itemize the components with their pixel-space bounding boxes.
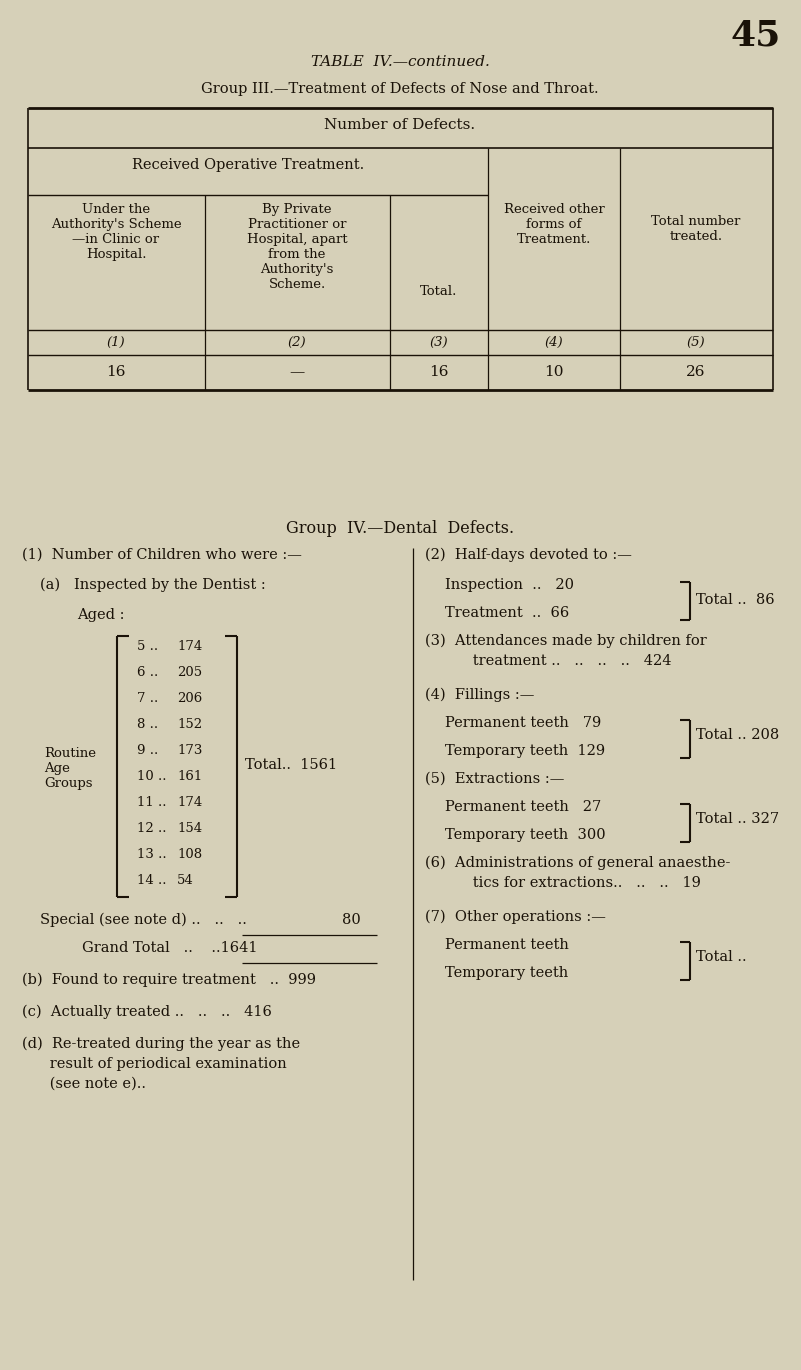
Text: By Private
Practitioner or
Hospital, apart
from the
Authority's
Scheme.: By Private Practitioner or Hospital, apa… — [247, 203, 348, 290]
Text: 161: 161 — [177, 770, 202, 784]
Text: (3)  Attendances made by children for: (3) Attendances made by children for — [425, 634, 706, 648]
Text: (c)  Actually treated ..   ..   ..   416: (c) Actually treated .. .. .. 416 — [22, 1006, 272, 1019]
Text: 9 ..: 9 .. — [137, 744, 159, 758]
Text: Under the
Authority's Scheme
—in Clinic or
Hospital.: Under the Authority's Scheme —in Clinic … — [50, 203, 181, 262]
Text: Total number
treated.: Total number treated. — [651, 215, 741, 242]
Text: (b)  Found to require treatment   ..  999: (b) Found to require treatment .. 999 — [22, 973, 316, 988]
Text: 80: 80 — [342, 912, 360, 927]
Text: 14 ..: 14 .. — [137, 874, 167, 886]
Text: 54: 54 — [177, 874, 194, 886]
Text: 12 ..: 12 .. — [137, 822, 167, 834]
Text: (a)   Inspected by the Dentist :: (a) Inspected by the Dentist : — [40, 578, 266, 592]
Text: (2)  Half-days devoted to :—: (2) Half-days devoted to :— — [425, 548, 632, 563]
Text: (5)  Extractions :—: (5) Extractions :— — [425, 773, 565, 786]
Text: Permanent teeth   79: Permanent teeth 79 — [445, 717, 602, 730]
Text: Group  IV.—Dental  Defects.: Group IV.—Dental Defects. — [286, 521, 514, 537]
Text: 5 ..: 5 .. — [137, 640, 158, 653]
Text: 45: 45 — [730, 18, 780, 52]
Text: 206: 206 — [177, 692, 202, 706]
Text: 108: 108 — [177, 848, 202, 860]
Text: (3): (3) — [429, 336, 449, 349]
Text: Temporary teeth  129: Temporary teeth 129 — [445, 744, 605, 758]
Text: Permanent teeth   27: Permanent teeth 27 — [445, 800, 602, 814]
Text: (d)  Re-treated during the year as the: (d) Re-treated during the year as the — [22, 1037, 300, 1051]
Text: Total ..: Total .. — [696, 949, 747, 964]
Text: (1): (1) — [107, 336, 125, 349]
Text: Routine
Age
Groups: Routine Age Groups — [44, 747, 96, 789]
Text: 10: 10 — [544, 364, 564, 379]
Text: (1)  Number of Children who were :—: (1) Number of Children who were :— — [22, 548, 302, 562]
Text: 152: 152 — [177, 718, 202, 732]
Text: Total..  1561: Total.. 1561 — [245, 758, 337, 773]
Text: Inspection  ..   20: Inspection .. 20 — [445, 578, 574, 592]
Text: 173: 173 — [177, 744, 203, 758]
Text: —: — — [289, 364, 304, 379]
Text: 13 ..: 13 .. — [137, 848, 167, 860]
Text: 26: 26 — [686, 364, 706, 379]
Text: Total .. 208: Total .. 208 — [696, 727, 779, 743]
Text: treatment ..   ..   ..   ..   424: treatment .. .. .. .. 424 — [445, 653, 671, 669]
Text: Temporary teeth  300: Temporary teeth 300 — [445, 827, 606, 843]
Text: Received Operative Treatment.: Received Operative Treatment. — [132, 158, 364, 173]
Text: Aged :: Aged : — [77, 608, 124, 622]
Text: 16: 16 — [107, 364, 126, 379]
Text: Permanent teeth: Permanent teeth — [445, 938, 569, 952]
Text: (4)  Fillings :—: (4) Fillings :— — [425, 688, 534, 703]
Text: 11 ..: 11 .. — [137, 796, 167, 810]
Text: (7)  Other operations :—: (7) Other operations :— — [425, 910, 606, 925]
Text: 174: 174 — [177, 796, 202, 810]
Text: (4): (4) — [545, 336, 563, 349]
Text: 154: 154 — [177, 822, 202, 834]
Text: 7 ..: 7 .. — [137, 692, 159, 706]
Text: Group III.—Treatment of Defects of Nose and Throat.: Group III.—Treatment of Defects of Nose … — [201, 82, 599, 96]
Text: tics for extractions..   ..   ..   19: tics for extractions.. .. .. 19 — [445, 875, 701, 891]
Text: (5): (5) — [686, 336, 706, 349]
Text: (see note e)..: (see note e).. — [22, 1077, 146, 1091]
Text: Grand Total   ..    ..1641: Grand Total .. ..1641 — [82, 941, 257, 955]
Text: result of periodical examination: result of periodical examination — [22, 1058, 287, 1071]
Text: 174: 174 — [177, 640, 202, 653]
Text: Total ..  86: Total .. 86 — [696, 593, 775, 607]
Text: Treatment  ..  66: Treatment .. 66 — [445, 606, 570, 621]
Text: Total.: Total. — [421, 285, 457, 299]
Text: 16: 16 — [429, 364, 449, 379]
Text: 205: 205 — [177, 666, 202, 680]
Text: Total .. 327: Total .. 327 — [696, 812, 779, 826]
Text: (6)  Administrations of general anaesthe-: (6) Administrations of general anaesthe- — [425, 856, 731, 870]
Text: Number of Defects.: Number of Defects. — [324, 118, 476, 132]
Text: (2): (2) — [288, 336, 306, 349]
Text: Received other
forms of
Treatment.: Received other forms of Treatment. — [504, 203, 605, 247]
Text: Temporary teeth: Temporary teeth — [445, 966, 568, 980]
Text: Special (see note d) ..   ..   ..: Special (see note d) .. .. .. — [40, 912, 247, 927]
Text: 8 ..: 8 .. — [137, 718, 158, 732]
Text: 6 ..: 6 .. — [137, 666, 159, 680]
Text: 10 ..: 10 .. — [137, 770, 167, 784]
Text: TABLE  IV.—continued.: TABLE IV.—continued. — [311, 55, 489, 68]
